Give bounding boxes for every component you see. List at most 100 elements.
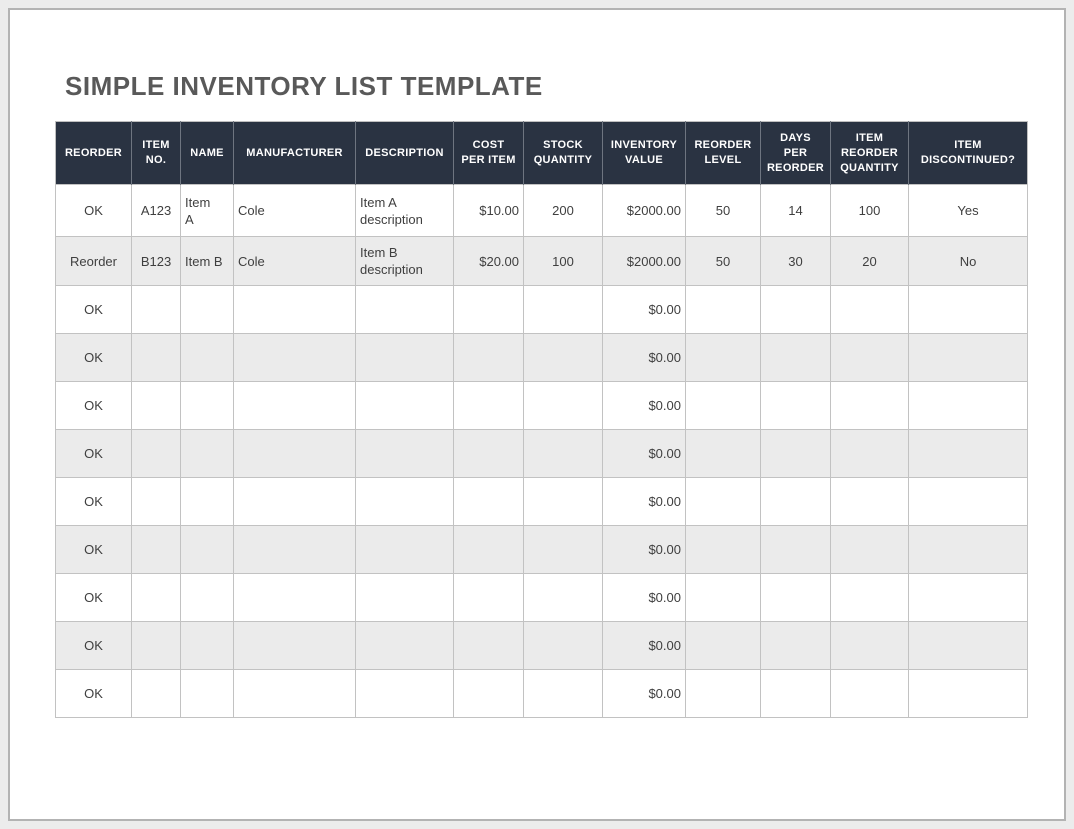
cell[interactable] <box>355 381 454 430</box>
cell[interactable]: OK <box>55 285 132 334</box>
cell[interactable] <box>908 621 1028 670</box>
cell[interactable]: 50 <box>685 236 761 286</box>
cell[interactable] <box>523 477 603 526</box>
cell[interactable] <box>180 621 234 670</box>
cell[interactable]: OK <box>55 525 132 574</box>
cell[interactable] <box>830 669 909 718</box>
cell[interactable]: Reorder <box>55 236 132 286</box>
cell[interactable] <box>685 621 761 670</box>
cell[interactable] <box>131 285 181 334</box>
cell[interactable] <box>523 573 603 622</box>
cell[interactable]: $0.00 <box>602 669 686 718</box>
cell[interactable] <box>760 381 831 430</box>
cell[interactable] <box>685 477 761 526</box>
cell[interactable]: $2000.00 <box>602 236 686 286</box>
cell[interactable] <box>233 573 356 622</box>
cell[interactable]: OK <box>55 477 132 526</box>
cell[interactable]: 14 <box>760 184 831 237</box>
cell[interactable] <box>685 669 761 718</box>
cell[interactable] <box>830 477 909 526</box>
cell[interactable] <box>355 669 454 718</box>
cell[interactable]: 30 <box>760 236 831 286</box>
cell[interactable] <box>453 285 524 334</box>
cell[interactable] <box>760 477 831 526</box>
cell[interactable] <box>180 525 234 574</box>
cell[interactable]: Cole <box>233 184 356 237</box>
cell[interactable] <box>760 669 831 718</box>
cell[interactable]: Yes <box>908 184 1028 237</box>
cell[interactable] <box>830 381 909 430</box>
cell[interactable] <box>760 429 831 478</box>
cell[interactable] <box>233 333 356 382</box>
cell[interactable]: $0.00 <box>602 477 686 526</box>
cell[interactable] <box>908 429 1028 478</box>
cell[interactable] <box>830 525 909 574</box>
cell[interactable]: $0.00 <box>602 621 686 670</box>
cell[interactable] <box>760 573 831 622</box>
cell[interactable] <box>233 285 356 334</box>
cell[interactable]: $10.00 <box>453 184 524 237</box>
cell[interactable] <box>685 285 761 334</box>
cell[interactable] <box>233 381 356 430</box>
cell[interactable] <box>685 333 761 382</box>
cell[interactable] <box>453 525 524 574</box>
cell[interactable] <box>131 477 181 526</box>
cell[interactable]: 20 <box>830 236 909 286</box>
cell[interactable] <box>233 429 356 478</box>
cell[interactable] <box>131 429 181 478</box>
cell[interactable] <box>523 429 603 478</box>
cell[interactable]: $0.00 <box>602 285 686 334</box>
cell[interactable] <box>355 621 454 670</box>
cell[interactable] <box>453 429 524 478</box>
cell[interactable] <box>355 285 454 334</box>
cell[interactable] <box>908 381 1028 430</box>
cell[interactable] <box>180 381 234 430</box>
cell[interactable] <box>453 333 524 382</box>
cell[interactable]: OK <box>55 573 132 622</box>
cell[interactable] <box>180 333 234 382</box>
cell[interactable] <box>180 429 234 478</box>
cell[interactable] <box>830 621 909 670</box>
cell[interactable]: $2000.00 <box>602 184 686 237</box>
cell[interactable] <box>453 669 524 718</box>
cell[interactable] <box>908 525 1028 574</box>
cell[interactable] <box>180 477 234 526</box>
cell[interactable] <box>180 573 234 622</box>
cell[interactable] <box>685 573 761 622</box>
cell[interactable] <box>908 669 1028 718</box>
cell[interactable] <box>760 285 831 334</box>
cell[interactable] <box>685 381 761 430</box>
cell[interactable]: $0.00 <box>602 429 686 478</box>
cell[interactable] <box>233 621 356 670</box>
cell[interactable]: OK <box>55 669 132 718</box>
cell[interactable]: $0.00 <box>602 381 686 430</box>
cell[interactable]: Item A <box>180 184 234 237</box>
cell[interactable]: $0.00 <box>602 333 686 382</box>
cell[interactable] <box>180 285 234 334</box>
cell[interactable] <box>453 573 524 622</box>
cell[interactable] <box>131 669 181 718</box>
cell[interactable] <box>523 621 603 670</box>
cell[interactable] <box>830 573 909 622</box>
cell[interactable] <box>523 525 603 574</box>
cell[interactable]: $0.00 <box>602 573 686 622</box>
cell[interactable]: 50 <box>685 184 761 237</box>
cell[interactable] <box>685 429 761 478</box>
cell[interactable] <box>830 285 909 334</box>
cell[interactable] <box>760 621 831 670</box>
cell[interactable] <box>355 333 454 382</box>
cell[interactable]: OK <box>55 184 132 237</box>
cell[interactable] <box>180 669 234 718</box>
cell[interactable] <box>131 381 181 430</box>
cell[interactable] <box>908 573 1028 622</box>
cell[interactable] <box>355 573 454 622</box>
cell[interactable] <box>233 477 356 526</box>
cell[interactable] <box>233 525 356 574</box>
cell[interactable] <box>233 669 356 718</box>
cell[interactable]: OK <box>55 429 132 478</box>
cell[interactable] <box>131 573 181 622</box>
cell[interactable] <box>523 285 603 334</box>
cell[interactable] <box>355 429 454 478</box>
cell[interactable]: Item B description <box>355 236 454 286</box>
cell[interactable]: A123 <box>131 184 181 237</box>
